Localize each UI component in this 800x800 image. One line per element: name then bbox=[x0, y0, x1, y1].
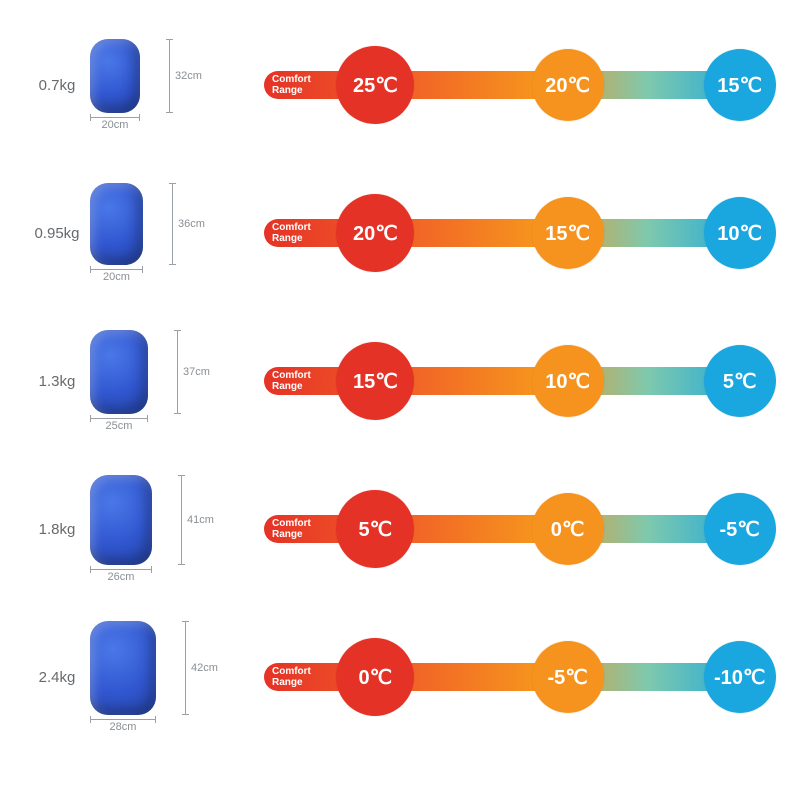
bag-graphic: 41cm 26cm bbox=[90, 475, 152, 583]
temp-mid-circle: 20℃ bbox=[532, 49, 604, 121]
temp-high-circle: 15℃ bbox=[336, 342, 414, 420]
temp-mid-circle: 0℃ bbox=[532, 493, 604, 565]
comfort-range-label: ComfortRange bbox=[272, 370, 318, 392]
temperature-range-bar: ComfortRange 5℃ 0℃ -5℃ bbox=[264, 492, 770, 566]
temp-low: -5℃ bbox=[720, 517, 760, 542]
height-label: 37cm bbox=[183, 366, 210, 378]
product-row: 1.8kg 41cm 26cm ComfortRange 5℃ 0℃ -5℃ bbox=[30, 474, 770, 584]
width-dimension bbox=[90, 269, 143, 270]
product-info: 1.8kg 41cm 26cm bbox=[30, 475, 240, 583]
height-dimension: 42cm bbox=[185, 621, 186, 715]
sleeping-bag-icon bbox=[90, 330, 148, 414]
temp-low-circle: 5℃ bbox=[704, 345, 776, 417]
temp-low-circle: 10℃ bbox=[704, 197, 776, 269]
temp-mid: -5℃ bbox=[547, 665, 587, 690]
product-row: 2.4kg 42cm 28cm ComfortRange 0℃ -5℃ -10℃ bbox=[30, 622, 770, 732]
height-dimension: 36cm bbox=[172, 183, 173, 265]
width-dimension bbox=[90, 117, 140, 118]
comfort-range-label: ComfortRange bbox=[272, 518, 318, 540]
temp-mid: 15℃ bbox=[545, 221, 590, 246]
product-info: 2.4kg 42cm 28cm bbox=[30, 621, 240, 733]
weight-label: 0.7kg bbox=[30, 77, 84, 94]
temp-mid: 10℃ bbox=[545, 369, 590, 394]
temp-mid-circle: 15℃ bbox=[532, 197, 604, 269]
temperature-range-bar: ComfortRange 15℃ 10℃ 5℃ bbox=[264, 344, 770, 418]
product-row: 0.7kg 32cm 20cm ComfortRange 25℃ 20℃ 15℃ bbox=[30, 30, 770, 140]
temperature-range-bar: ComfortRange 25℃ 20℃ 15℃ bbox=[264, 48, 770, 122]
temp-mid: 0℃ bbox=[551, 517, 585, 542]
product-info: 0.7kg 32cm 20cm bbox=[30, 39, 240, 131]
width-label: 20cm bbox=[102, 119, 129, 131]
height-label: 36cm bbox=[178, 218, 205, 230]
temp-mid-circle: 10℃ bbox=[532, 345, 604, 417]
temp-low-circle: -10℃ bbox=[704, 641, 776, 713]
sleeping-bag-icon bbox=[90, 183, 143, 265]
product-temperature-chart: 0.7kg 32cm 20cm ComfortRange 25℃ 20℃ 15℃ bbox=[30, 30, 770, 732]
temp-low: 5℃ bbox=[723, 369, 757, 394]
sleeping-bag-icon bbox=[90, 475, 152, 565]
temp-high: 25℃ bbox=[353, 73, 398, 98]
temperature-range-bar: ComfortRange 0℃ -5℃ -10℃ bbox=[264, 640, 770, 714]
width-label: 25cm bbox=[106, 420, 133, 432]
comfort-range-label: ComfortRange bbox=[272, 666, 318, 688]
width-dimension bbox=[90, 719, 156, 720]
temp-high-circle: 20℃ bbox=[336, 194, 414, 272]
temperature-range-bar: ComfortRange 20℃ 15℃ 10℃ bbox=[264, 196, 770, 270]
width-label: 28cm bbox=[110, 721, 137, 733]
height-label: 32cm bbox=[175, 70, 202, 82]
temp-low-circle: 15℃ bbox=[704, 49, 776, 121]
temp-mid: 20℃ bbox=[545, 73, 590, 98]
temp-high-circle: 25℃ bbox=[336, 46, 414, 124]
temp-low: 10℃ bbox=[717, 221, 762, 246]
height-label: 41cm bbox=[187, 514, 214, 526]
temp-low: -10℃ bbox=[714, 665, 765, 690]
temp-high: 0℃ bbox=[359, 665, 393, 690]
temp-high: 15℃ bbox=[353, 369, 398, 394]
height-dimension: 41cm bbox=[181, 475, 182, 565]
width-dimension bbox=[90, 418, 148, 419]
width-dimension bbox=[90, 569, 152, 570]
height-dimension: 32cm bbox=[169, 39, 170, 113]
bag-graphic: 42cm 28cm bbox=[90, 621, 156, 733]
sleeping-bag-icon bbox=[90, 39, 140, 113]
weight-label: 1.8kg bbox=[30, 521, 84, 538]
temp-high-circle: 5℃ bbox=[336, 490, 414, 568]
temp-high: 5℃ bbox=[359, 517, 393, 542]
product-info: 0.95kg 36cm 20cm bbox=[30, 183, 240, 283]
width-label: 26cm bbox=[108, 571, 135, 583]
temp-low: 15℃ bbox=[717, 73, 762, 98]
product-row: 1.3kg 37cm 25cm ComfortRange 15℃ 10℃ 5℃ bbox=[30, 326, 770, 436]
bag-graphic: 37cm 25cm bbox=[90, 330, 148, 432]
bag-graphic: 36cm 20cm bbox=[90, 183, 143, 283]
height-dimension: 37cm bbox=[177, 330, 178, 414]
temp-mid-circle: -5℃ bbox=[532, 641, 604, 713]
temp-high-circle: 0℃ bbox=[336, 638, 414, 716]
product-info: 1.3kg 37cm 25cm bbox=[30, 330, 240, 432]
width-label: 20cm bbox=[103, 271, 130, 283]
temp-low-circle: -5℃ bbox=[704, 493, 776, 565]
comfort-range-label: ComfortRange bbox=[272, 222, 318, 244]
temp-high: 20℃ bbox=[353, 221, 398, 246]
product-row: 0.95kg 36cm 20cm ComfortRange 20℃ 15℃ 10… bbox=[30, 178, 770, 288]
weight-label: 1.3kg bbox=[30, 373, 84, 390]
sleeping-bag-icon bbox=[90, 621, 156, 715]
weight-label: 2.4kg bbox=[30, 669, 84, 686]
comfort-range-label: ComfortRange bbox=[272, 74, 318, 96]
height-label: 42cm bbox=[191, 662, 218, 674]
weight-label: 0.95kg bbox=[30, 225, 84, 242]
bag-graphic: 32cm 20cm bbox=[90, 39, 140, 131]
